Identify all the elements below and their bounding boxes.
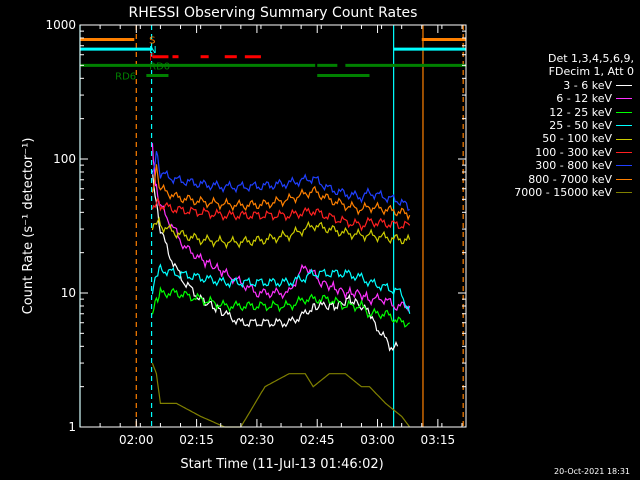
x-axis: 02:00 02:15 02:30 02:45 03:00 03:15 bbox=[79, 25, 463, 447]
legend-label: 7000 - 15000 keV bbox=[514, 186, 612, 200]
series-line bbox=[151, 196, 411, 232]
series-line bbox=[151, 143, 411, 312]
legend-swatch bbox=[616, 98, 632, 100]
legend-label: 800 - 7000 keV bbox=[528, 172, 612, 186]
legend-swatch bbox=[616, 192, 632, 194]
x-tick-label: 03:00 bbox=[360, 433, 395, 447]
series-line bbox=[151, 362, 411, 428]
legend-entry: 12 - 25 keV bbox=[486, 106, 636, 119]
data-series bbox=[151, 143, 411, 428]
flag-label: F bbox=[149, 53, 155, 64]
series-line bbox=[151, 164, 411, 221]
series-line bbox=[151, 216, 411, 250]
legend-swatch bbox=[616, 138, 632, 140]
legend-entry: 6 - 12 keV bbox=[486, 92, 636, 105]
footer-timestamp: 20-Oct-2021 18:31 bbox=[554, 467, 630, 476]
legend-swatch bbox=[616, 111, 632, 113]
legend-swatch bbox=[616, 125, 632, 127]
legend-entry: 3 - 6 keV bbox=[486, 79, 636, 92]
flag-label: RD6 bbox=[115, 71, 136, 82]
y-tick-label: 1000 bbox=[45, 18, 76, 32]
x-axis-label: Start Time (11-Jul-13 01:46:02) bbox=[180, 457, 383, 472]
series-line bbox=[151, 170, 399, 352]
y-axis: 1 10 100 1000 bbox=[45, 18, 466, 434]
chart-title: RHESSI Observing Summary Count Rates bbox=[129, 5, 418, 21]
flag-label: N bbox=[149, 45, 156, 56]
legend-label: 3 - 6 keV bbox=[563, 78, 612, 92]
legend-label: 12 - 25 keV bbox=[549, 105, 612, 119]
y-tick-label: 10 bbox=[61, 286, 76, 300]
legend-header-line-2: FDecim 1, Att 0 bbox=[548, 65, 634, 79]
legend-swatch bbox=[616, 165, 632, 167]
flag-label: S bbox=[149, 35, 155, 46]
series-line bbox=[151, 263, 411, 314]
legend-swatch bbox=[616, 85, 632, 87]
flag-label: RD0 bbox=[149, 61, 170, 72]
legend-swatch bbox=[616, 152, 632, 154]
y-tick-label: 100 bbox=[53, 152, 76, 166]
legend: Det 1,3,4,5,6,9, FDecim 1, Att 0 3 - 6 k… bbox=[486, 52, 636, 199]
legend-label: 25 - 50 keV bbox=[549, 119, 612, 133]
series-line bbox=[151, 151, 410, 212]
plot-frame bbox=[79, 24, 467, 428]
legend-entry: 100 - 300 keV bbox=[486, 146, 636, 159]
x-tick-label: 02:45 bbox=[300, 433, 335, 447]
y-tick-label: 1 bbox=[68, 420, 76, 434]
legend-entry: 800 - 7000 keV bbox=[486, 173, 636, 186]
legend-entry: 300 - 800 keV bbox=[486, 159, 636, 172]
legend-label: 6 - 12 keV bbox=[556, 92, 612, 106]
y-axis-label: Count Rate (s⁻¹ detector⁻¹) bbox=[21, 138, 36, 315]
series-line bbox=[151, 285, 411, 328]
legend-label: 100 - 300 keV bbox=[535, 145, 612, 159]
legend-label: 300 - 800 keV bbox=[535, 159, 612, 173]
x-tick-label: 02:00 bbox=[119, 433, 154, 447]
legend-entry: 50 - 100 keV bbox=[486, 132, 636, 145]
vertical-markers bbox=[79, 25, 464, 427]
legend-swatch bbox=[616, 178, 632, 180]
legend-header-line-1: Det 1,3,4,5,6,9, bbox=[547, 52, 634, 65]
x-tick-label: 03:15 bbox=[421, 433, 456, 447]
legend-label: 50 - 100 keV bbox=[542, 132, 612, 146]
legend-entry: 25 - 50 keV bbox=[486, 119, 636, 132]
x-tick-label: 02:15 bbox=[179, 433, 214, 447]
x-tick-label: 02:30 bbox=[240, 433, 275, 447]
legend-entry: 7000 - 15000 keV bbox=[486, 186, 636, 199]
